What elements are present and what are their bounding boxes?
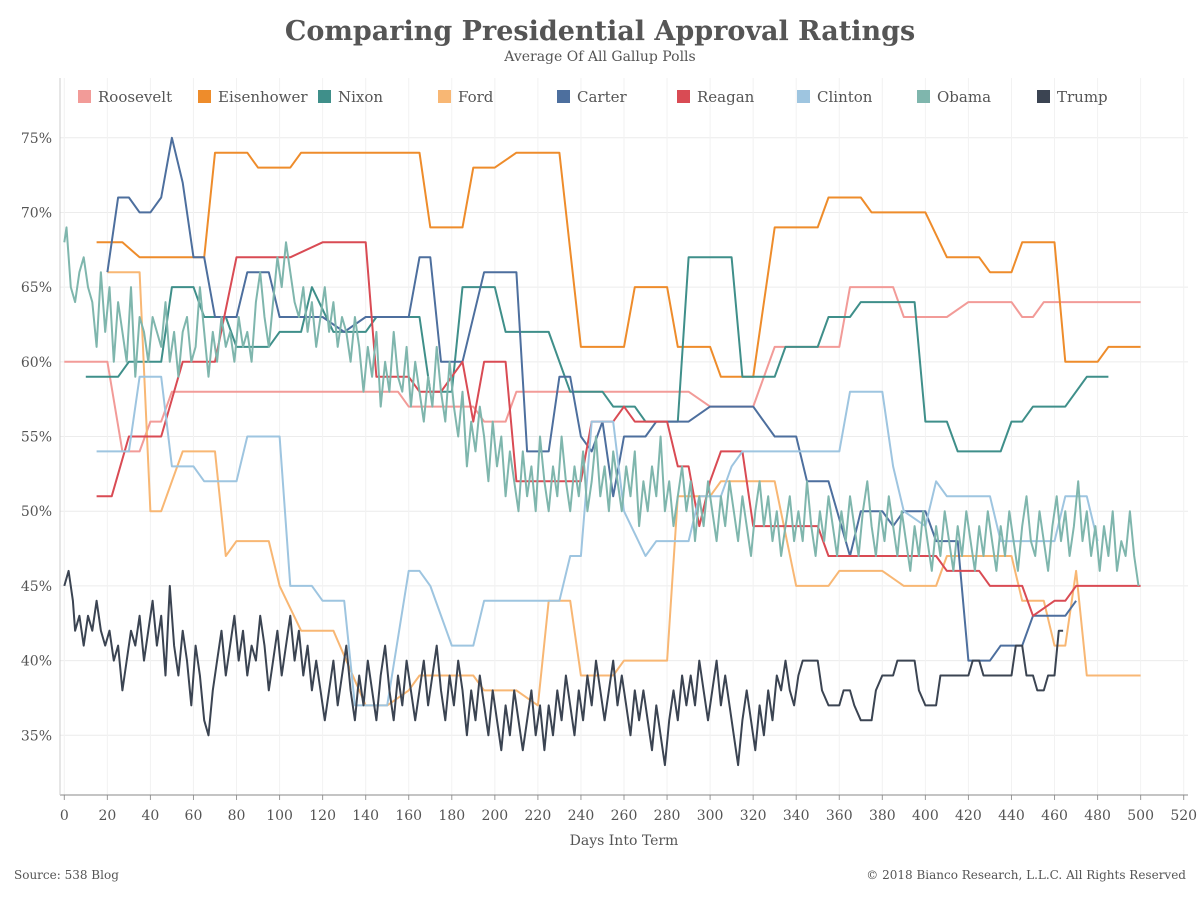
x-tick-label: 280 [654,808,681,824]
x-tick-label: 300 [697,808,724,824]
y-tick-label: 40% [21,654,52,670]
y-tick-label: 50% [21,504,52,520]
legend-label-roosevelt: Roosevelt [98,88,172,106]
page-title: Comparing Presidential Approval Ratings [284,16,916,47]
legend-label-reagan: Reagan [697,88,755,106]
legend-label-ford: Ford [458,88,494,106]
legend-label-eisenhower: Eisenhower [218,88,308,106]
x-tick-label: 240 [568,808,595,824]
legend-swatch-roosevelt [78,90,91,103]
x-tick-label: 480 [1084,808,1111,824]
y-tick-label: 35% [21,728,52,744]
chart-axes: 35% 40% 45% 50% 55% 60% 65% 70% 75% 0 20 40 60 80 100 1… [21,78,1197,824]
y-tick-label: 65% [21,280,52,296]
legend-swatch-reagan [677,90,690,103]
x-tick-label: 200 [481,808,508,824]
legend-label-obama: Obama [937,88,991,106]
legend-swatch-carter [557,90,570,103]
x-tick-label: 440 [998,808,1025,824]
chart-legend: Roosevelt Eisenhower Nixon Ford Carter Reagan… [78,88,1108,106]
legend-swatch-nixon [318,90,331,103]
x-tick-label: 400 [912,808,939,824]
x-tick-label: 380 [869,808,896,824]
x-tick-label: 80 [228,808,246,824]
series-line-reagan [96,241,1141,617]
series-line-obama [63,226,1140,587]
x-tick-label: 260 [611,808,638,824]
x-tick-label: 60 [185,808,203,824]
chart-series [63,136,1141,767]
x-tick-label: 20 [98,808,116,824]
series-line-ford [107,271,1141,707]
copyright-note: © 2018 Bianco Research, L.L.C. All Right… [866,868,1186,882]
x-tick-label: 140 [352,808,379,824]
legend-swatch-trump [1037,90,1050,103]
x-tick-label: 100 [266,808,293,824]
x-tick-label: 180 [438,808,465,824]
x-tick-label: 320 [740,808,767,824]
x-tick-label: 360 [826,808,853,824]
series-line-eisenhower [96,151,1141,378]
x-tick-label: 520 [1170,808,1197,824]
legend-swatch-obama [917,90,930,103]
x-tick-label: 460 [1041,808,1068,824]
legend-label-nixon: Nixon [338,88,383,106]
page-subtitle: Average Of All Gallup Polls [504,49,696,65]
y-tick-label: 75% [21,131,52,147]
y-tick-label: 55% [21,430,52,446]
series-line-trump [63,569,1064,767]
x-tick-label: 0 [60,808,69,824]
y-tick-label: 45% [21,579,52,595]
legend-label-trump: Trump [1057,88,1108,106]
x-tick-label: 220 [525,808,552,824]
source-note: Source: 538 Blog [14,868,119,882]
legend-swatch-clinton [797,90,810,103]
x-tick-label: 500 [1127,808,1154,824]
legend-swatch-ford [438,90,451,103]
x-axis-label: Days Into Term [570,833,679,849]
legend-swatch-eisenhower [198,90,211,103]
chart-grid [60,78,1188,795]
x-tick-label: 160 [395,808,422,824]
x-tick-label: 120 [309,808,336,824]
y-tick-label: 70% [21,205,52,221]
x-tick-label: 420 [955,808,982,824]
legend-label-carter: Carter [577,88,627,106]
x-tick-label: 340 [783,808,810,824]
x-tick-label: 40 [141,808,159,824]
series-line-clinton [96,375,1099,707]
series-line-carter [106,136,1077,662]
y-tick-label: 60% [21,355,52,371]
legend-label-clinton: Clinton [817,88,873,106]
